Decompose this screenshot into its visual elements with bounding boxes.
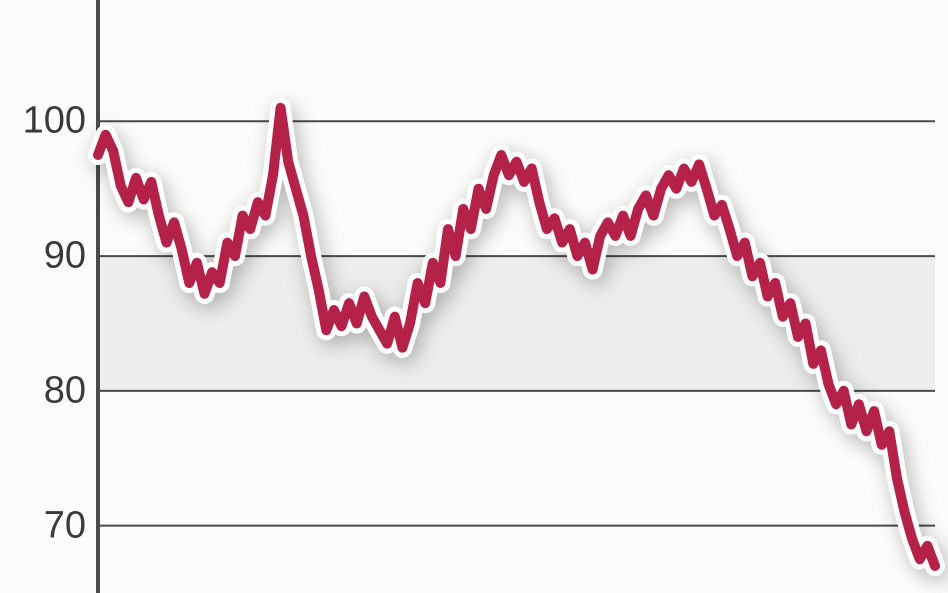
chart-svg <box>0 0 948 593</box>
y-tick-label: 80 <box>44 369 86 412</box>
y-tick-label: 100 <box>23 100 86 143</box>
line-chart: 70 80 90 100 <box>0 0 948 593</box>
y-tick-label: 90 <box>44 235 86 278</box>
y-tick-label: 70 <box>44 504 86 547</box>
